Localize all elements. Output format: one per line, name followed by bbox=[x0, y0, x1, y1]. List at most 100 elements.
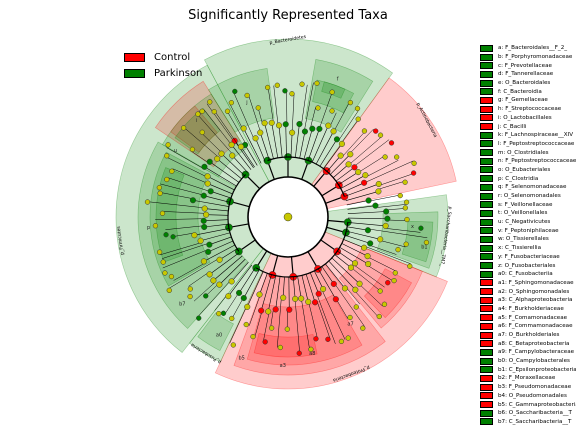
branch bbox=[347, 222, 386, 227]
legend-label-control: Control bbox=[154, 52, 191, 63]
leaf-node bbox=[315, 105, 321, 111]
leaf-node bbox=[262, 339, 268, 345]
branch bbox=[231, 297, 244, 319]
clade-key-label: a9: F_Campylobacteraceae bbox=[498, 349, 575, 356]
clade-key-label: g: F_Gemellaceae bbox=[498, 97, 548, 104]
tree-node bbox=[228, 141, 235, 148]
branch bbox=[227, 111, 247, 145]
branch bbox=[147, 201, 205, 209]
clade-key-item: y: F_Fusobacteriaceae bbox=[480, 253, 576, 262]
clade-key-list: a: F_Bacteroidales__F_2_ b: F_Porphyromon… bbox=[480, 44, 576, 432]
tree-node bbox=[351, 164, 358, 171]
leaf-node bbox=[345, 335, 351, 341]
clade-key-label: d: F_Tannerellaceae bbox=[498, 71, 554, 78]
branch bbox=[303, 82, 314, 132]
tree-node bbox=[268, 119, 275, 126]
tree-node bbox=[201, 205, 208, 212]
branch bbox=[379, 240, 406, 248]
branch bbox=[321, 266, 335, 285]
tree-node bbox=[338, 140, 345, 147]
clade-key-label: c: F_Prevotellaceae bbox=[498, 62, 552, 69]
tree-node bbox=[201, 223, 208, 231]
leaf-node bbox=[397, 192, 403, 199]
tree-node bbox=[365, 197, 372, 204]
clade-key-swatch bbox=[480, 70, 493, 78]
tree-node bbox=[206, 271, 213, 278]
tree-node bbox=[189, 197, 197, 204]
tree-node bbox=[352, 286, 359, 293]
branch bbox=[209, 252, 240, 275]
clade-key-label: e: O_Bacteroidales bbox=[498, 80, 551, 87]
branch bbox=[385, 228, 421, 233]
clade-key-swatch bbox=[480, 88, 493, 96]
branch bbox=[172, 168, 208, 184]
clade-key-swatch bbox=[480, 123, 493, 131]
branch bbox=[210, 191, 232, 199]
leaf-node bbox=[361, 128, 368, 134]
leaf-node bbox=[329, 108, 335, 114]
branch bbox=[345, 191, 379, 201]
leaf-node bbox=[159, 210, 166, 216]
branch bbox=[263, 311, 270, 342]
leaf-node bbox=[402, 179, 408, 185]
tree-node bbox=[375, 188, 382, 195]
branch bbox=[267, 275, 277, 312]
clade-key-swatch bbox=[480, 305, 493, 313]
tree-node bbox=[377, 236, 384, 243]
clade-key-swatch bbox=[480, 340, 493, 348]
branch bbox=[160, 183, 204, 196]
branch bbox=[200, 232, 231, 242]
clade-key-swatch bbox=[480, 322, 493, 330]
tree-node bbox=[206, 158, 213, 165]
clade-highlight bbox=[170, 105, 218, 153]
branch bbox=[208, 240, 234, 253]
leaf-node bbox=[382, 154, 388, 160]
branch bbox=[214, 111, 241, 148]
clade-key-item: b6: O_Saccharibacteria__T bbox=[480, 409, 576, 418]
sector-label: p_Firmicutes bbox=[116, 225, 126, 255]
branch bbox=[188, 272, 209, 287]
clade-key-swatch bbox=[480, 331, 493, 339]
clade-key-item: a: F_Bacteroidales__F_2_ bbox=[480, 44, 576, 53]
clade-letter: p bbox=[147, 225, 150, 231]
leaf-node bbox=[423, 239, 430, 246]
clade-key-swatch bbox=[480, 96, 493, 104]
leaf-node bbox=[354, 105, 361, 112]
leaf-node bbox=[282, 88, 288, 94]
tree-node bbox=[252, 135, 259, 142]
tree-node bbox=[330, 128, 337, 135]
clade-letter: f bbox=[337, 77, 339, 83]
branch bbox=[264, 123, 274, 159]
tree-node bbox=[216, 281, 223, 288]
clade-key-label: a8: C_Betaproteobacteria bbox=[498, 340, 570, 347]
clade-key-swatch bbox=[480, 244, 493, 252]
branch bbox=[232, 155, 248, 173]
branch bbox=[191, 150, 209, 164]
tree-node bbox=[286, 306, 293, 313]
leaf-node bbox=[195, 111, 201, 117]
branch bbox=[316, 294, 336, 344]
clade-key-item: v: F_Peptoniphilaceae bbox=[480, 226, 576, 235]
branch bbox=[290, 132, 293, 158]
tree-node bbox=[282, 121, 289, 128]
clade-key-swatch bbox=[480, 105, 493, 113]
clade-key-label: b7: C_Saccharibacteria__T bbox=[498, 418, 572, 425]
clade-key-label: p: C_Clostridia bbox=[498, 175, 539, 182]
leaf-node bbox=[308, 346, 314, 352]
tree-node bbox=[312, 299, 319, 306]
clade-key-swatch bbox=[480, 218, 493, 226]
branch bbox=[270, 309, 274, 328]
branch bbox=[387, 219, 407, 221]
branch bbox=[207, 183, 233, 195]
branch bbox=[297, 276, 302, 299]
branch bbox=[167, 177, 211, 192]
phylum-arc bbox=[255, 222, 349, 278]
clade-key-label: b1: C_Epsilonproteobacteria bbox=[498, 366, 576, 373]
leaf-node bbox=[224, 108, 231, 114]
branch bbox=[160, 192, 194, 200]
legend-swatch-control bbox=[124, 53, 145, 62]
branch bbox=[347, 217, 388, 220]
tree-node bbox=[228, 278, 235, 285]
clade-key-item: l: F_Peptostreptococcaceae bbox=[480, 140, 576, 149]
clade-key-item: e: O_Bacteroidales bbox=[480, 79, 576, 88]
